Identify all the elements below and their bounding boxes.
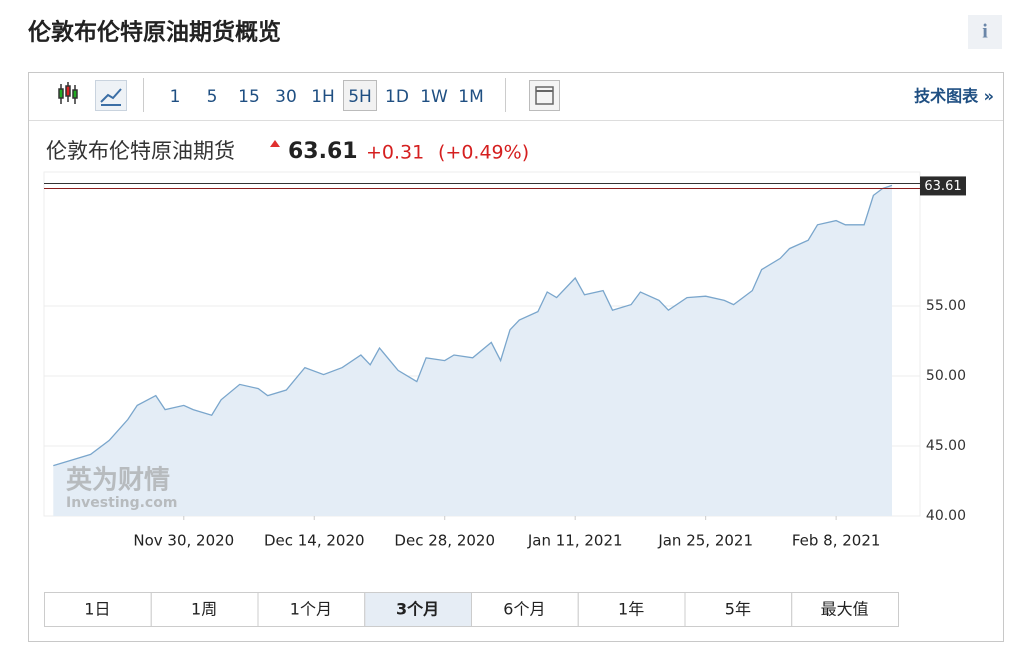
- range-button[interactable]: [257, 592, 366, 627]
- x-tick-label: Jan 25, 2021: [657, 532, 753, 550]
- range-button[interactable]: [791, 592, 899, 627]
- interval-selected[interactable]: [343, 80, 377, 111]
- range-button-label[interactable]: 1个月: [290, 600, 332, 619]
- info-button[interactable]: [968, 15, 1002, 49]
- quote-change-pct: (+0.49%): [438, 142, 529, 164]
- price-label: 63.61: [924, 179, 961, 194]
- x-tick-label: Feb 8, 2021: [792, 532, 881, 550]
- range-button-label[interactable]: 1年: [618, 600, 644, 619]
- range-button-label[interactable]: 最大值: [821, 600, 869, 619]
- range-button-label[interactable]: 1日: [84, 600, 110, 619]
- interval-button[interactable]: 1H: [311, 87, 335, 107]
- advanced-chart-link[interactable]: 技术图表 »: [914, 87, 994, 106]
- range-button-label[interactable]: 3个月: [396, 600, 439, 619]
- x-tick-label: Jan 11, 2021: [527, 532, 623, 550]
- x-tick-label: Nov 30, 2020: [133, 532, 234, 550]
- interval-button[interactable]: 30: [275, 87, 297, 107]
- settings-button[interactable]: [529, 80, 560, 111]
- area-fill: [53, 185, 893, 516]
- candle-icon[interactable]: [58, 82, 78, 104]
- quote-change: +0.31: [366, 142, 424, 164]
- up-arrow: [270, 140, 280, 147]
- y-tick-label: 40.00: [926, 508, 966, 524]
- range-button[interactable]: [471, 592, 579, 627]
- quote-name: 伦敦布伦特原油期货: [46, 139, 235, 163]
- info-icon[interactable]: i: [982, 21, 988, 43]
- range-button[interactable]: [364, 592, 472, 627]
- interval-button[interactable]: 15: [238, 87, 260, 107]
- quote-price: 63.61: [288, 139, 358, 164]
- page-title: 伦敦布伦特原油期货概览: [28, 19, 281, 46]
- range-button[interactable]: [44, 592, 152, 627]
- interval-button[interactable]: 1M: [458, 87, 483, 107]
- range-button-label[interactable]: 1周: [191, 600, 217, 619]
- interval-button[interactable]: 1D: [385, 87, 409, 107]
- interval-button[interactable]: 5: [207, 87, 218, 107]
- x-tick-label: Dec 14, 2020: [264, 532, 365, 550]
- y-tick-label: 55.00: [926, 298, 966, 314]
- range-button-label[interactable]: 6个月: [503, 600, 545, 619]
- watermark-cn: 英为财情: [66, 466, 170, 496]
- interval-button[interactable]: 1W: [420, 87, 448, 107]
- price-line-series: [53, 184, 893, 467]
- interval-button[interactable]: 1: [170, 87, 181, 107]
- range-button[interactable]: [150, 592, 259, 627]
- price-label-box: [920, 176, 966, 196]
- watermark-en: Investing.com: [66, 495, 177, 511]
- y-tick-label: 45.00: [926, 438, 966, 454]
- interval-button[interactable]: 5H: [348, 87, 372, 107]
- widget-frame: [28, 72, 1004, 642]
- x-tick-label: Dec 28, 2020: [394, 532, 495, 550]
- y-tick-label: 50.00: [926, 368, 966, 384]
- settings-icon: [535, 86, 554, 105]
- area-icon: [100, 88, 122, 103]
- range-button-label[interactable]: 5年: [725, 600, 751, 619]
